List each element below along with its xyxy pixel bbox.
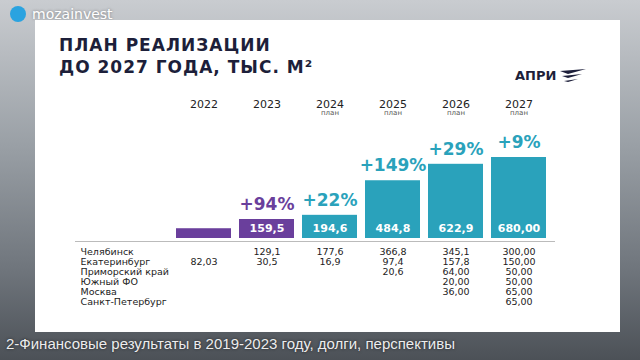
html-text:2-Финансовые результаты в 2019: 2-Финансовые результаты в 2019-2023 году… (6, 335, 455, 352)
svg-text:2026: 2026 (442, 98, 470, 112)
svg-text:366,8: 366,8 (379, 245, 407, 257)
svg-text:622,9: 622,9 (439, 222, 474, 235)
svg-text:2023: 2023 (253, 98, 281, 111)
svg-text:680,00: 680,00 (498, 222, 541, 235)
svg-text:50,00: 50,00 (505, 265, 533, 277)
svg-text:82,03: 82,03 (190, 256, 217, 267)
svg-text:150,00: 150,00 (502, 255, 536, 267)
svg-text:64,00: 64,00 (442, 265, 470, 277)
svg-text:16,9: 16,9 (319, 256, 340, 267)
svg-text:20,6: 20,6 (382, 266, 403, 277)
svg-text:345,1: 345,1 (442, 245, 470, 257)
svg-text:65,00: 65,00 (505, 285, 533, 297)
svg-text:20,00: 20,00 (442, 275, 470, 287)
svg-text:97,4: 97,4 (382, 255, 404, 267)
html-text:ПЛАН РЕАЛИЗАЦИИ ДО 2027 ГОДА,: ПЛАН РЕАЛИЗАЦИИ ДО 2027 ГОДА, ТЫС. М² (59, 35, 314, 77)
svg-text:30,5: 30,5 (256, 256, 277, 267)
svg-text:план: план (384, 109, 402, 117)
svg-text:194,6: 194,6 (313, 222, 348, 235)
svg-text:2022: 2022 (190, 98, 218, 111)
html-text:mozainvest: mozainvest (32, 6, 113, 22)
svg-text:+149%: +149% (360, 155, 427, 175)
svg-text:157,8: 157,8 (442, 255, 470, 267)
svg-text:300,00: 300,00 (502, 245, 536, 257)
svg-text:Южный ФО: Южный ФО (80, 275, 138, 287)
svg-text:159,5: 159,5 (250, 222, 285, 235)
svg-text:484,8: 484,8 (376, 222, 411, 235)
svg-text:50,00: 50,00 (505, 275, 533, 287)
svg-text:+22%: +22% (303, 190, 358, 210)
svg-text:план: план (510, 109, 528, 117)
svg-text:Екатеринбург: Екатеринбург (80, 255, 151, 267)
svg-text:2024: 2024 (316, 98, 344, 112)
svg-text:+29%: +29% (429, 139, 484, 159)
svg-text:129,1: 129,1 (253, 245, 281, 257)
svg-text:2025: 2025 (379, 98, 407, 112)
svg-text:план: план (321, 109, 339, 117)
svg-text:план: план (447, 109, 465, 117)
html-text:АПРИ: АПРИ (515, 68, 557, 83)
svg-text:65,00: 65,00 (505, 296, 532, 307)
svg-text:+94%: +94% (240, 194, 295, 214)
svg-text:Приморский край: Приморский край (80, 265, 169, 277)
svg-text:Челябинск: Челябинск (80, 245, 134, 257)
svg-text:36,00: 36,00 (442, 286, 469, 297)
svg-text:177,6: 177,6 (316, 245, 344, 257)
svg-text:2027: 2027 (505, 98, 533, 112)
svg-text:Москва: Москва (80, 285, 117, 297)
svg-text:+9%: +9% (497, 132, 540, 152)
svg-text:Санкт-Петербург: Санкт-Петербург (81, 296, 167, 307)
